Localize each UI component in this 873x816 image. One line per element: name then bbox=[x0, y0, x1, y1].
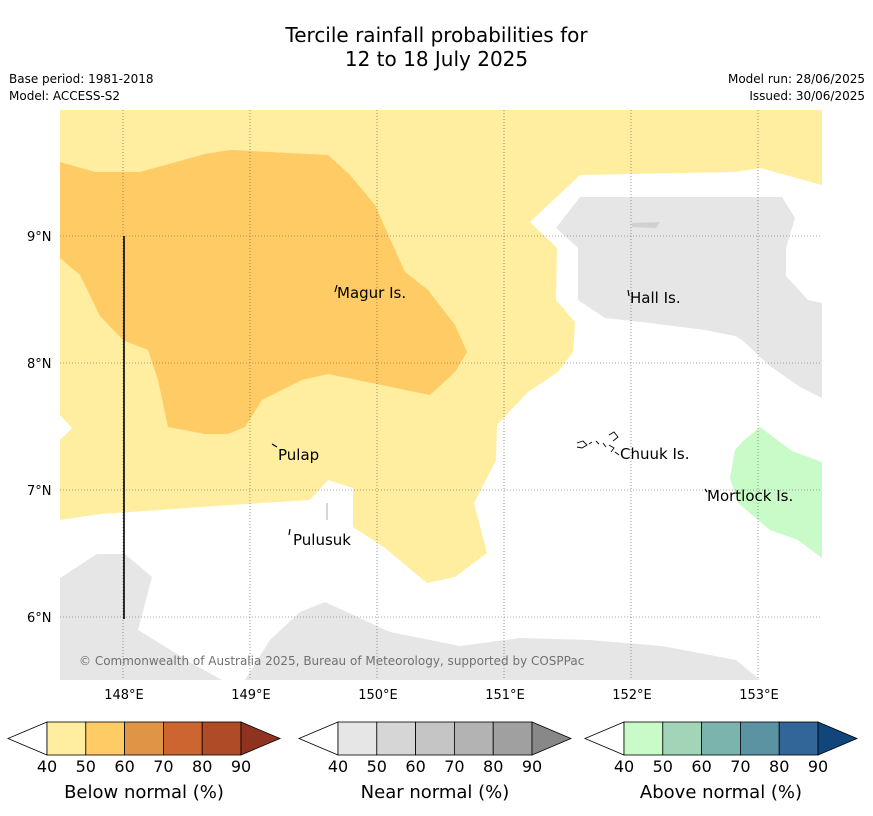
above-normal-title: Above normal (%) bbox=[640, 782, 802, 803]
lat-tick-6: 6°N bbox=[27, 611, 52, 626]
region-near-s bbox=[245, 602, 760, 680]
lon-tick-151: 151°E bbox=[485, 688, 525, 703]
map-title-line2: 12 to 18 July 2025 bbox=[344, 47, 529, 71]
gridlines bbox=[60, 110, 822, 680]
above-normal-max-arrow bbox=[817, 721, 859, 756]
region-above-40-50 bbox=[730, 427, 822, 558]
model-run: Model run: 28/06/2025 bbox=[727, 72, 865, 86]
above-normal-tick-label: 90 bbox=[808, 757, 828, 776]
below-normal-title: Below normal (%) bbox=[64, 782, 224, 803]
below-normal-tick-label: 60 bbox=[114, 757, 134, 776]
near-normal-swatch bbox=[492, 721, 533, 756]
above-normal-tick-label: 70 bbox=[730, 757, 750, 776]
lat-axis-labels: 9°N 8°N 7°N 6°N bbox=[27, 230, 52, 626]
model-name: Model: ACCESS-S2 bbox=[9, 89, 121, 103]
below-normal-swatch bbox=[46, 721, 87, 756]
colorbar-above-normal: 40 50 60 70 80 90 Above normal (%) bbox=[583, 721, 859, 803]
above-normal-swatch bbox=[740, 721, 780, 756]
near-normal-tick-label: 50 bbox=[367, 757, 387, 776]
lon-axis-labels: 148°E 149°E 150°E 151°E 152°E 153°E bbox=[104, 688, 779, 703]
below-normal-swatch bbox=[124, 721, 164, 756]
below-normal-swatch bbox=[201, 721, 242, 756]
above-normal-swatch bbox=[778, 721, 819, 756]
lon-tick-153: 153°E bbox=[739, 688, 779, 703]
near-normal-tick-label: 60 bbox=[405, 757, 425, 776]
near-normal-min-arrow bbox=[297, 721, 339, 756]
label-magur: Magur Is. bbox=[337, 284, 406, 302]
issued-date: Issued: 30/06/2025 bbox=[749, 89, 865, 103]
near-normal-tick-label: 80 bbox=[483, 757, 503, 776]
near-normal-tick-label: 70 bbox=[444, 757, 464, 776]
below-normal-swatch bbox=[162, 721, 203, 756]
near-normal-swatch bbox=[415, 721, 455, 756]
below-normal-tick-label: 70 bbox=[153, 757, 173, 776]
meta-left: Base period: 1981-2018 Model: ACCESS-S2 bbox=[9, 71, 154, 105]
below-normal-swatch bbox=[85, 721, 126, 756]
below-normal-tick-label: 40 bbox=[37, 757, 57, 776]
colorbar-near-normal: 40 50 60 70 80 90 Near normal (%) bbox=[297, 721, 573, 803]
meta-right: Model run: 28/06/2025 Issued: 30/06/2025 bbox=[728, 71, 865, 105]
near-normal-swatch bbox=[376, 721, 416, 756]
near-normal-swatch bbox=[453, 721, 494, 756]
lon-tick-149: 149°E bbox=[231, 688, 271, 703]
above-normal-swatch bbox=[701, 721, 741, 756]
map-title-line1: Tercile rainfall probabilities for bbox=[285, 23, 588, 47]
islet-shading bbox=[632, 222, 660, 228]
above-normal-swatch bbox=[662, 721, 702, 756]
above-normal-tick-label: 60 bbox=[691, 757, 711, 776]
above-normal-min-arrow bbox=[583, 721, 625, 756]
label-hall: Hall Is. bbox=[630, 289, 681, 307]
below-normal-tick-label: 90 bbox=[231, 757, 251, 776]
below-normal-max-arrow bbox=[240, 721, 282, 756]
below-normal-tick-label: 80 bbox=[192, 757, 212, 776]
lat-tick-8: 8°N bbox=[27, 357, 52, 372]
lon-tick-152: 152°E bbox=[612, 688, 652, 703]
near-normal-max-arrow bbox=[531, 721, 573, 756]
colorbar-below-normal: 40 50 60 70 80 90 Below normal (%) bbox=[6, 721, 282, 803]
map-area: Magur Is. Hall Is. Pulap Chuuk Is. Mortl… bbox=[60, 110, 822, 680]
region-below-50-60 bbox=[60, 150, 467, 434]
near-normal-title: Near normal (%) bbox=[361, 782, 510, 803]
near-normal-swatch bbox=[337, 721, 378, 756]
label-pulap: Pulap bbox=[278, 446, 319, 464]
label-chuuk: Chuuk Is. bbox=[620, 445, 689, 463]
label-mortlock: Mortlock Is. bbox=[707, 487, 793, 505]
lon-tick-150: 150°E bbox=[358, 688, 398, 703]
below-normal-tick-label: 50 bbox=[76, 757, 96, 776]
base-period: Base period: 1981-2018 bbox=[9, 72, 154, 86]
below-normal-min-arrow bbox=[6, 721, 48, 756]
label-pulusuk: Pulusuk bbox=[293, 531, 351, 549]
above-normal-tick-label: 80 bbox=[769, 757, 789, 776]
region-near-ne bbox=[556, 197, 822, 398]
island-markers bbox=[271, 284, 708, 536]
above-normal-tick-label: 40 bbox=[614, 757, 634, 776]
lat-tick-7: 7°N bbox=[27, 484, 52, 499]
lat-tick-9: 9°N bbox=[27, 230, 52, 245]
above-normal-swatch bbox=[623, 721, 664, 756]
lon-tick-148: 148°E bbox=[104, 688, 144, 703]
copyright-notice: © Commonwealth of Australia 2025, Bureau… bbox=[79, 654, 584, 668]
chuuk-lagoon bbox=[576, 431, 620, 456]
near-normal-tick-label: 40 bbox=[328, 757, 348, 776]
above-normal-tick-label: 50 bbox=[653, 757, 673, 776]
near-normal-tick-label: 90 bbox=[522, 757, 542, 776]
